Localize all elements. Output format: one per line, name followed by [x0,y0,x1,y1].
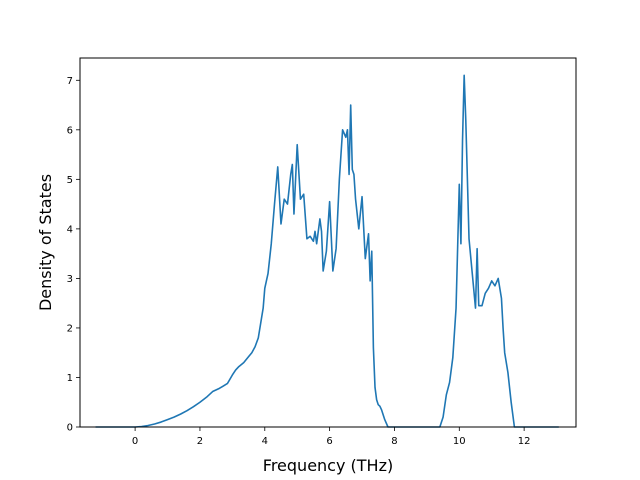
x-tick-label: 12 [518,436,531,447]
axes-frame [79,57,577,428]
x-tick-label: 10 [453,436,466,447]
x-tick-label: 0 [132,436,138,447]
y-tick-label: 7 [67,76,73,87]
x-tick-label: 8 [391,436,397,447]
y-tick-label: 5 [67,175,73,186]
plot-area [95,74,559,428]
y-tick-label: 3 [67,274,73,285]
x-tick-label: 4 [262,436,268,447]
y-axis-label: Density of States [36,174,55,311]
x-tick-label: 2 [197,436,203,447]
y-tick-label: 2 [67,323,73,334]
series-line-0 [95,74,559,428]
y-tick-label: 4 [67,224,73,235]
y-tick-label: 1 [67,373,73,384]
x-axis-label: Frequency (THz) [263,456,393,475]
y-tick-label: 6 [67,125,73,136]
y-tick-label: 0 [67,423,73,434]
x-tick-label: 6 [326,436,332,447]
